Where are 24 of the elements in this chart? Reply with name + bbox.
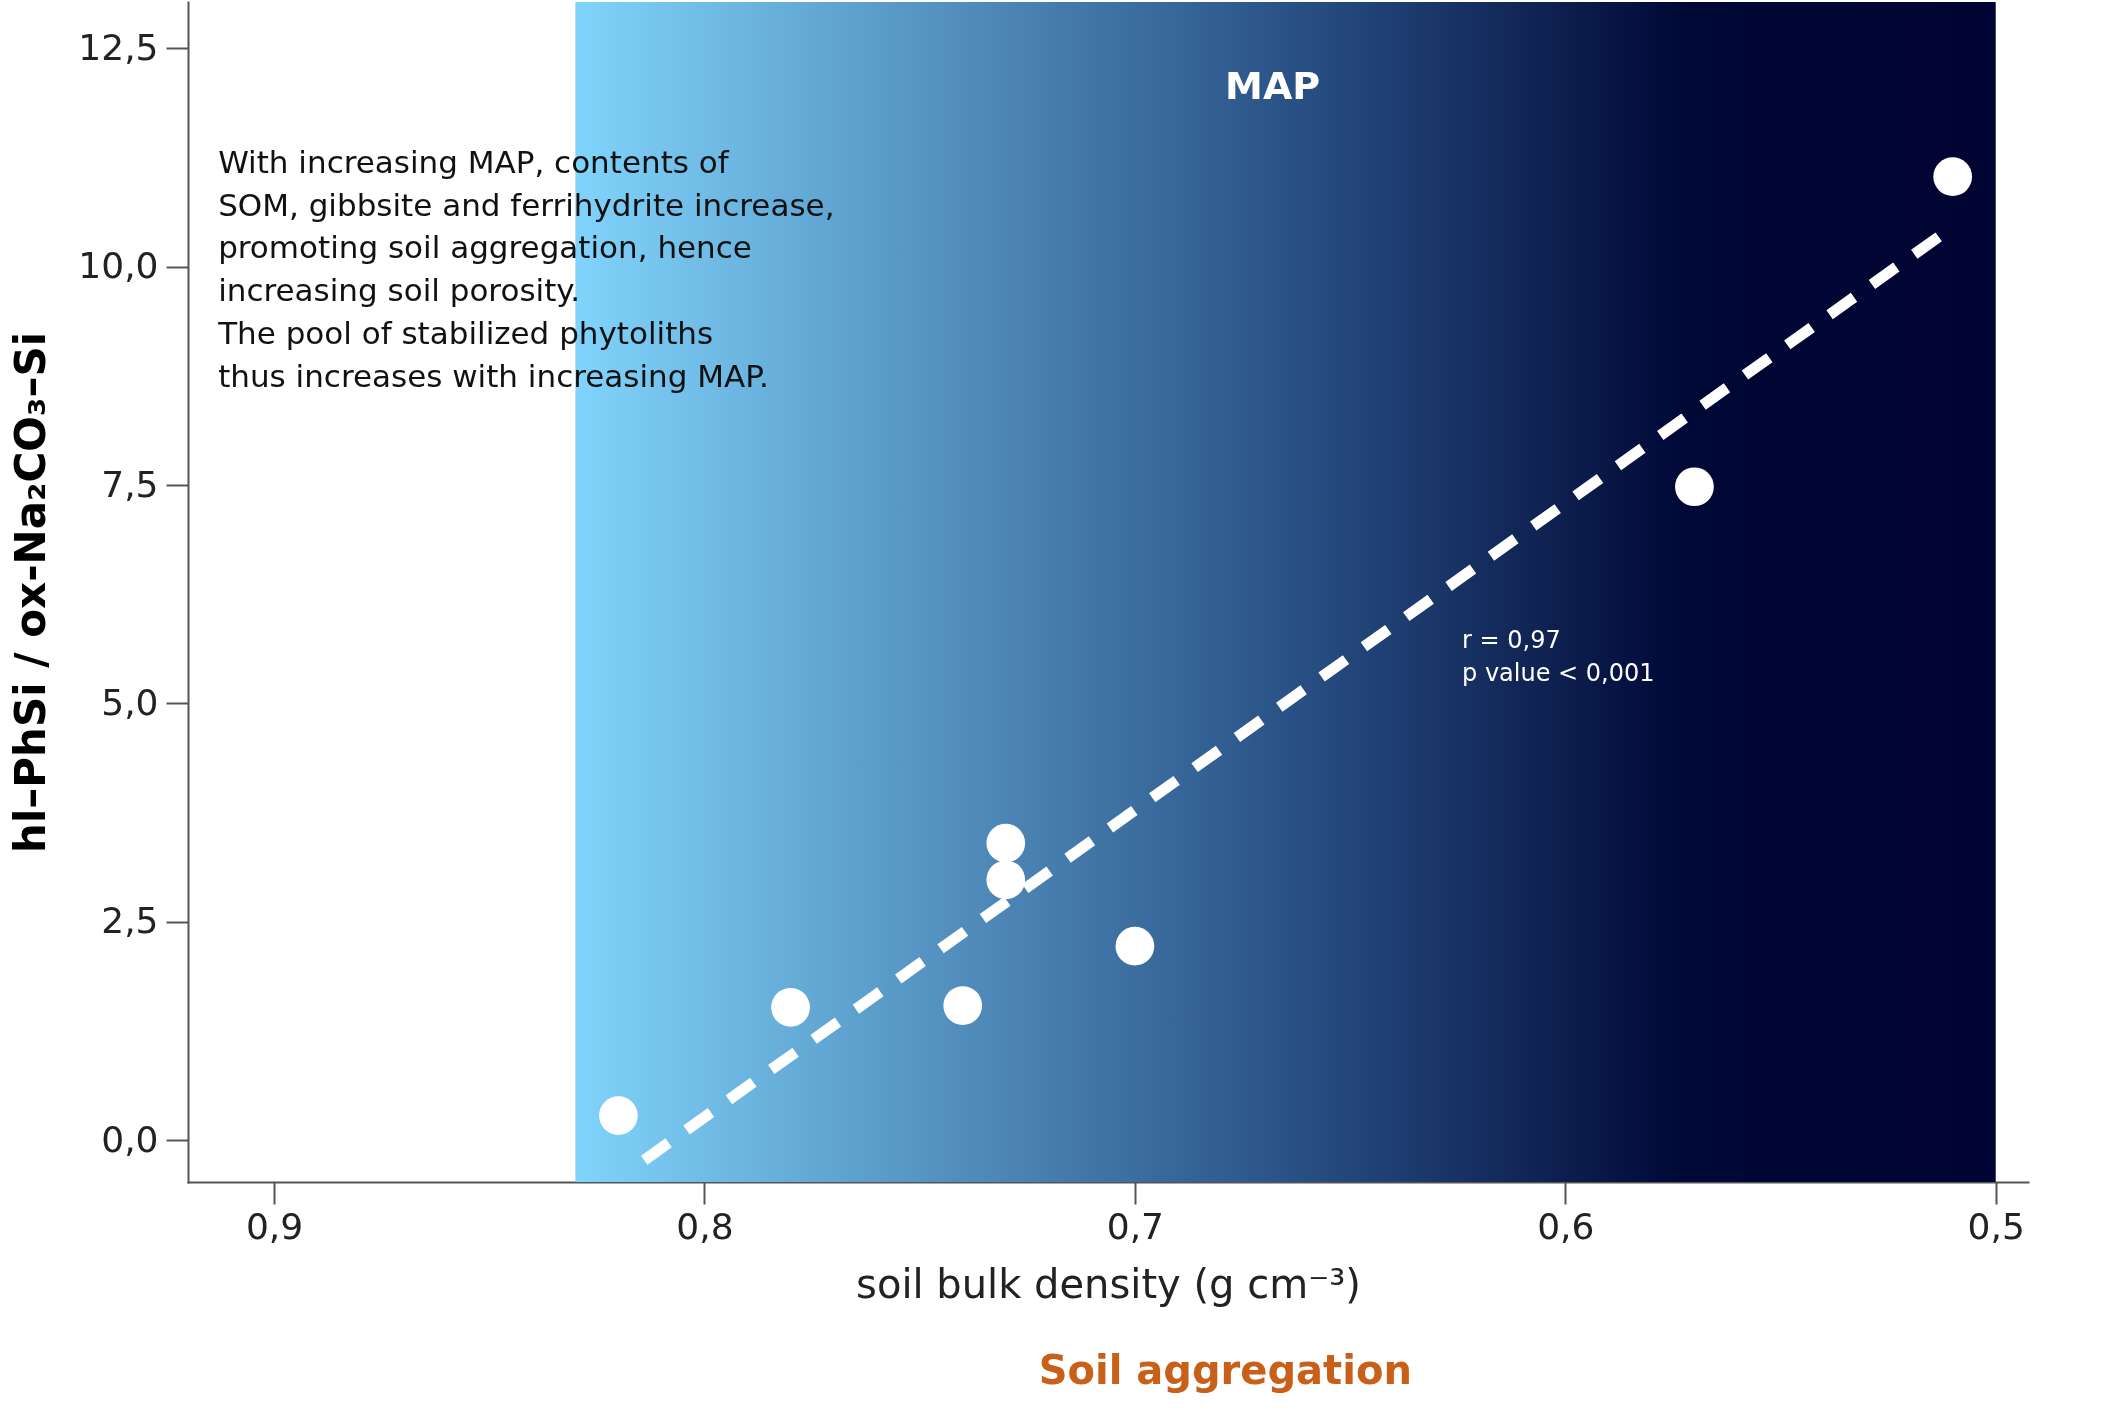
y-tick-label: 2,5 — [101, 900, 159, 942]
point — [599, 1096, 638, 1135]
y-tick-label: 0,0 — [101, 1118, 159, 1160]
y-axis-title: hl–PhSi / ox-Na₂CO₃–Si — [6, 331, 56, 854]
point — [1115, 926, 1155, 966]
annotation: r = 0,97 p value < 0,001 — [1462, 626, 1655, 688]
point — [986, 823, 1026, 863]
x-tick-label: 0,8 — [676, 1205, 734, 1247]
text: Soil aggregation — [1038, 1347, 1412, 1393]
x-axis-title: soil bulk density (g cm⁻³) — [856, 1260, 1361, 1307]
annotation: MAP — [1225, 63, 1321, 108]
x-tick-label: 0,6 — [1537, 1205, 1595, 1247]
point — [1933, 157, 1973, 197]
x-tick-label: 0,9 — [245, 1205, 304, 1247]
point — [1675, 467, 1714, 507]
point — [771, 987, 810, 1027]
y-tick-label: 7,5 — [101, 463, 159, 505]
point — [943, 986, 983, 1025]
y-tick-label: 12,5 — [78, 26, 159, 68]
x-tick-label: 0,7 — [1106, 1205, 1165, 1247]
y-tick-label: 5,0 — [101, 681, 159, 723]
y-tick-label: 10,0 — [78, 245, 159, 287]
point — [986, 860, 1026, 900]
x-tick-label: 0,5 — [1967, 1205, 2025, 1247]
